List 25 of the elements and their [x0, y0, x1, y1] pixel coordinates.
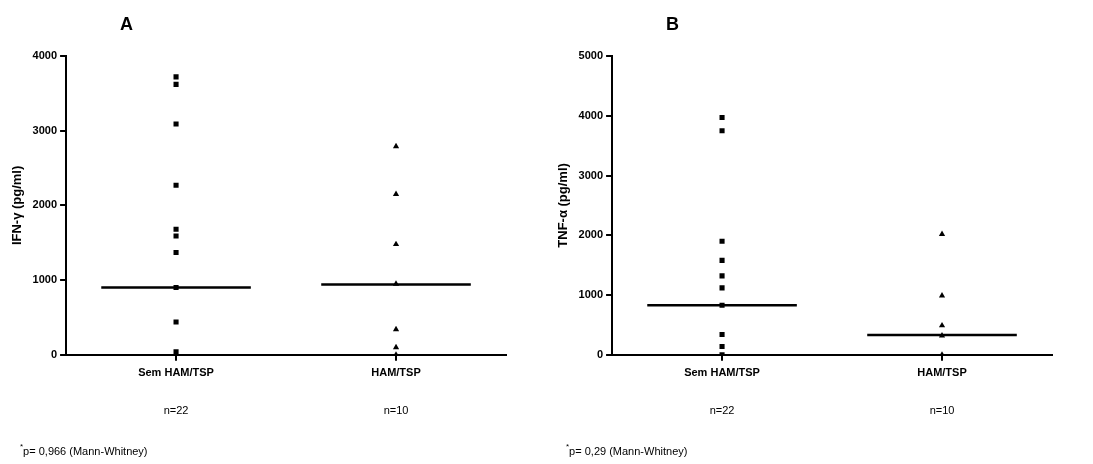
x-tick-label: Sem HAM/TSP [138, 366, 214, 379]
y-tick-label: 2000 [578, 228, 604, 241]
y-tick-label: 5000 [578, 49, 604, 62]
y-tick-label: 3000 [32, 123, 58, 136]
chart-title: A [120, 14, 133, 34]
x-tick-label: Sem HAM/TSP [684, 366, 760, 379]
y-tick-label: 3000 [578, 168, 604, 181]
text: n=10 [929, 404, 955, 416]
y-tick-label: 0 [50, 347, 58, 360]
chart-title: B [666, 14, 679, 34]
y-tick-label: 4000 [578, 108, 604, 121]
text: n=22 [163, 404, 189, 416]
x-tick-label: HAM/TSP [371, 366, 421, 379]
y-tick-label: 1000 [32, 273, 58, 286]
x-tick-label: HAM/TSP [917, 366, 967, 379]
y-axis-title: IFN-γ (pg/ml) [9, 165, 25, 246]
y-tick-label: 2000 [32, 198, 58, 211]
text: n=10 [383, 404, 409, 416]
y-tick-label: 1000 [578, 288, 604, 301]
text: *p= 0,966 (Mann-Whitney) [20, 442, 148, 457]
y-tick-label: 0 [596, 347, 604, 360]
y-tick-label: 4000 [32, 49, 58, 62]
text: *p= 0,29 (Mann-Whitney) [566, 442, 688, 457]
text: n=22 [709, 404, 735, 416]
y-axis-title: TNF-α (pg/ml) [555, 163, 571, 248]
